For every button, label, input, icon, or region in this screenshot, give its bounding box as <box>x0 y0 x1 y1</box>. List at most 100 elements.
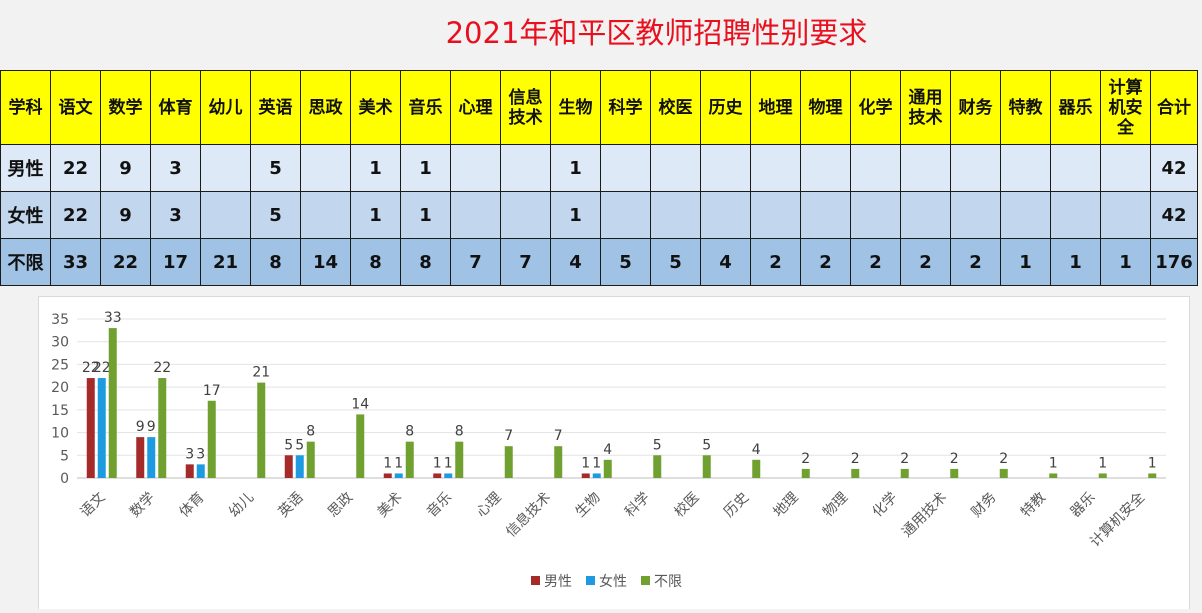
data-label: 5 <box>295 437 304 453</box>
table-cell: 2 <box>900 238 951 286</box>
bar-不限 <box>554 446 563 478</box>
data-label: 1 <box>1148 455 1157 471</box>
row-label: 不限 <box>0 238 51 286</box>
data-label: 2 <box>851 451 860 467</box>
table-header-cell: 体育 <box>150 70 201 145</box>
legend-swatch <box>586 576 595 585</box>
x-tick-label: 财务 <box>968 490 999 521</box>
table-cell <box>800 191 851 239</box>
y-tick-label: 10 <box>51 426 69 442</box>
table-header-cell: 心理 <box>450 70 501 145</box>
table-header-cell: 科学 <box>600 70 651 145</box>
x-tick-label: 生物 <box>572 490 603 521</box>
table-cell: 1 <box>1000 238 1051 286</box>
table-header-cell: 合计 <box>1150 70 1198 145</box>
table-header-row: 学科 语文 数学 体育 幼儿 英语 思政 美术 音乐 心理 信息 技术 生物 科学 校医 历史 地理 物理 化学 通用… <box>0 70 1198 145</box>
x-tick-label: 通用技术 <box>899 490 950 541</box>
table-cell: 2 <box>950 238 1001 286</box>
data-label: 1 <box>444 455 453 471</box>
data-label: 4 <box>603 442 612 458</box>
bar-男性 <box>383 473 392 478</box>
y-tick-label: 15 <box>51 403 69 419</box>
table-header-cell: 地理 <box>750 70 801 145</box>
data-label: 1 <box>1098 455 1107 471</box>
table-cell: 4 <box>550 238 601 286</box>
table-header-cell: 物理 <box>800 70 851 145</box>
table-cell: 8 <box>400 238 451 286</box>
table-cell: 14 <box>300 238 351 286</box>
table-cell: 7 <box>500 238 551 286</box>
data-label: 22 <box>153 360 171 376</box>
table-cell <box>850 144 901 192</box>
table-header-cell: 历史 <box>700 70 751 145</box>
table-cell <box>850 191 901 239</box>
bar-不限 <box>702 455 711 478</box>
table-cell <box>650 191 701 239</box>
table-cell <box>1050 144 1101 192</box>
bar-不限 <box>356 414 365 478</box>
bar-不限 <box>158 378 167 478</box>
bar-男性 <box>86 378 95 478</box>
data-label: 2 <box>801 451 810 467</box>
bar-不限 <box>504 446 513 478</box>
data-label: 9 <box>136 419 145 435</box>
table-cell <box>650 144 701 192</box>
table-header-cell: 美术 <box>350 70 401 145</box>
table-cell <box>300 191 351 239</box>
x-tick-label: 音乐 <box>423 489 455 521</box>
table-cell: 5 <box>250 191 301 239</box>
table-cell <box>950 191 1001 239</box>
table-cell: 21 <box>200 238 251 286</box>
x-tick-label: 化学 <box>869 490 900 521</box>
data-label: 22 <box>82 360 100 376</box>
table-cell <box>450 191 501 239</box>
table-cell <box>600 191 651 239</box>
x-tick-label: 心理 <box>473 490 504 521</box>
table-cell: 22 <box>50 191 101 239</box>
table-cell: 1 <box>550 144 601 192</box>
data-label: 1 <box>592 455 601 471</box>
bar-不限 <box>1098 473 1107 478</box>
data-label: 4 <box>752 442 761 458</box>
data-label: 1 <box>394 455 403 471</box>
table-cell: 3 <box>150 191 201 239</box>
y-tick-label: 5 <box>60 448 69 464</box>
table-header-cell: 学科 <box>0 70 51 145</box>
data-label: 7 <box>504 428 513 444</box>
data-label: 8 <box>306 424 315 440</box>
bar-不限 <box>801 468 810 478</box>
table-cell: 3 <box>150 144 201 192</box>
data-label: 2 <box>950 451 959 467</box>
x-tick-label: 地理 <box>770 490 801 521</box>
bar-不限 <box>405 441 414 478</box>
x-tick-label: 数学 <box>127 490 158 521</box>
x-tick-label: 语文 <box>77 490 108 521</box>
table-cell: 9 <box>100 144 151 192</box>
table-header-cell: 数学 <box>100 70 151 145</box>
table-header-cell: 信息 技术 <box>500 70 551 145</box>
bar-不限 <box>999 468 1008 478</box>
data-label: 5 <box>284 437 293 453</box>
chart-panel: 0 5 10 15 20 25 30 35 22 22 33 语文 9 9 22 数学 3 3 17 体育 21 幼儿 5 5… <box>38 296 1190 609</box>
y-tick-label: 30 <box>51 335 69 351</box>
bar-男性 <box>581 473 590 478</box>
data-label: 22 <box>93 360 111 376</box>
x-tick-label: 特教 <box>1018 490 1049 521</box>
bar-不限 <box>851 468 860 478</box>
table-cell <box>900 191 951 239</box>
bar-不限 <box>603 459 612 478</box>
table-row: 男性 22 9 3 5 1 1 1 42 <box>0 144 1198 192</box>
bar-男性 <box>185 464 194 478</box>
x-tick-label: 计算机安全 <box>1087 489 1149 551</box>
bar-不限 <box>1148 473 1157 478</box>
data-label: 17 <box>203 383 221 399</box>
data-label: 1 <box>1049 455 1058 471</box>
table-cell: 22 <box>50 144 101 192</box>
legend-label: 男性 <box>544 574 572 590</box>
data-label: 21 <box>252 365 270 381</box>
table-header-cell: 化学 <box>850 70 901 145</box>
data-label: 14 <box>351 396 369 412</box>
table-cell: 7 <box>450 238 501 286</box>
y-tick-label: 0 <box>60 471 69 487</box>
